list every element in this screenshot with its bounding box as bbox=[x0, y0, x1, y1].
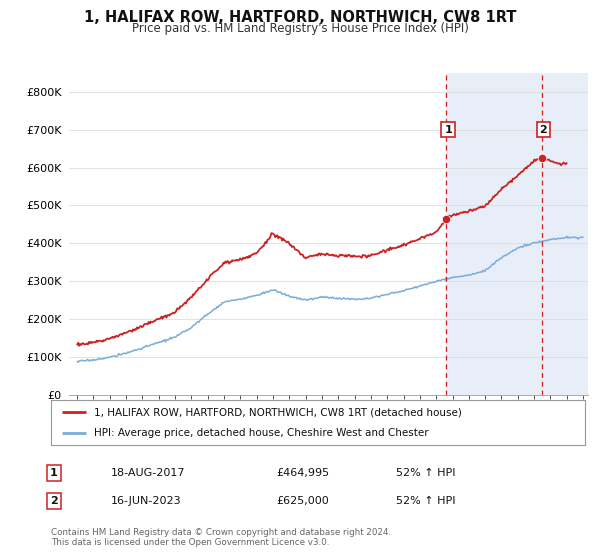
Text: 1: 1 bbox=[50, 468, 58, 478]
Text: 1, HALIFAX ROW, HARTFORD, NORTHWICH, CW8 1RT (detached house): 1, HALIFAX ROW, HARTFORD, NORTHWICH, CW8… bbox=[94, 408, 461, 418]
Text: Price paid vs. HM Land Registry's House Price Index (HPI): Price paid vs. HM Land Registry's House … bbox=[131, 22, 469, 35]
Text: 2: 2 bbox=[50, 496, 58, 506]
Bar bbox=[542, 73, 600, 395]
Text: HPI: Average price, detached house, Cheshire West and Chester: HPI: Average price, detached house, Ches… bbox=[94, 428, 428, 438]
Text: 52% ↑ HPI: 52% ↑ HPI bbox=[396, 496, 455, 506]
Text: £464,995: £464,995 bbox=[276, 468, 329, 478]
Text: 18-AUG-2017: 18-AUG-2017 bbox=[111, 468, 185, 478]
Text: 1: 1 bbox=[444, 125, 452, 134]
Text: 1, HALIFAX ROW, HARTFORD, NORTHWICH, CW8 1RT: 1, HALIFAX ROW, HARTFORD, NORTHWICH, CW8… bbox=[84, 10, 516, 25]
Text: 16-JUN-2023: 16-JUN-2023 bbox=[111, 496, 182, 506]
Text: Contains HM Land Registry data © Crown copyright and database right 2024.
This d: Contains HM Land Registry data © Crown c… bbox=[51, 528, 391, 547]
Text: 52% ↑ HPI: 52% ↑ HPI bbox=[396, 468, 455, 478]
Text: £625,000: £625,000 bbox=[276, 496, 329, 506]
Bar bbox=[446, 73, 600, 395]
Text: 2: 2 bbox=[539, 125, 547, 134]
